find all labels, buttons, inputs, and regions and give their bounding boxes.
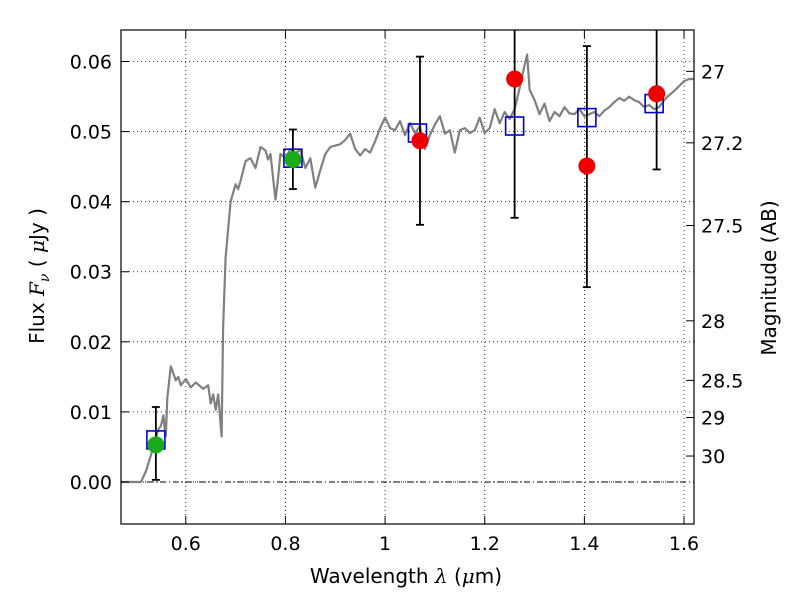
right-tick-label: 29 xyxy=(701,407,725,429)
observed-point xyxy=(648,85,666,103)
grid-lines xyxy=(121,30,694,524)
right-axis-label: Magnitude (AB) xyxy=(757,200,781,355)
right-tick-label: 28 xyxy=(701,311,725,333)
observed-point xyxy=(506,70,524,88)
x-tick-label: 1.4 xyxy=(569,533,599,555)
y-tick-label: 0.04 xyxy=(70,192,112,214)
x-tick-label: 1.2 xyxy=(470,533,500,555)
right-tick-label: 27.2 xyxy=(701,133,743,155)
y-tick-label: 0.01 xyxy=(70,402,112,424)
plot-frame xyxy=(120,29,695,525)
model-photometry-square xyxy=(577,107,597,128)
x-axis-label: Wavelength λ (μm) xyxy=(310,564,502,588)
y-tick-label: 0.02 xyxy=(70,332,112,354)
x-tick-label: 1.6 xyxy=(669,533,699,555)
x-tick-label: 0.6 xyxy=(171,533,201,555)
observed-point xyxy=(284,151,302,169)
right-tick-label: 28.5 xyxy=(701,370,743,392)
right-tick-label: 27.5 xyxy=(701,215,743,237)
right-tick-label: 27 xyxy=(701,61,725,83)
y-axis-label: Flux Fν ( μJy ) xyxy=(25,208,53,344)
x-tick-label: 0.8 xyxy=(270,533,300,555)
data-layer xyxy=(121,53,694,484)
x-tick-label: 1 xyxy=(379,533,391,555)
model-photometry-square xyxy=(504,116,525,136)
observed-point xyxy=(578,157,596,175)
right-tick-label: 30 xyxy=(701,446,725,468)
axis-ticks: 0.6 0.8 1 1.2 1.4 1.6 0.00 0.01 0.02 0.03 0.04 0.05… xyxy=(70,30,743,555)
y-tick-label: 0.06 xyxy=(70,52,112,74)
observed-point xyxy=(411,132,429,150)
y-tick-label: 0.00 xyxy=(70,472,112,494)
markers xyxy=(146,30,666,481)
observed-point xyxy=(147,436,165,454)
y-tick-label: 0.03 xyxy=(70,262,112,284)
y-tick-label: 0.05 xyxy=(70,122,112,144)
model-spectrum-line xyxy=(121,53,694,484)
